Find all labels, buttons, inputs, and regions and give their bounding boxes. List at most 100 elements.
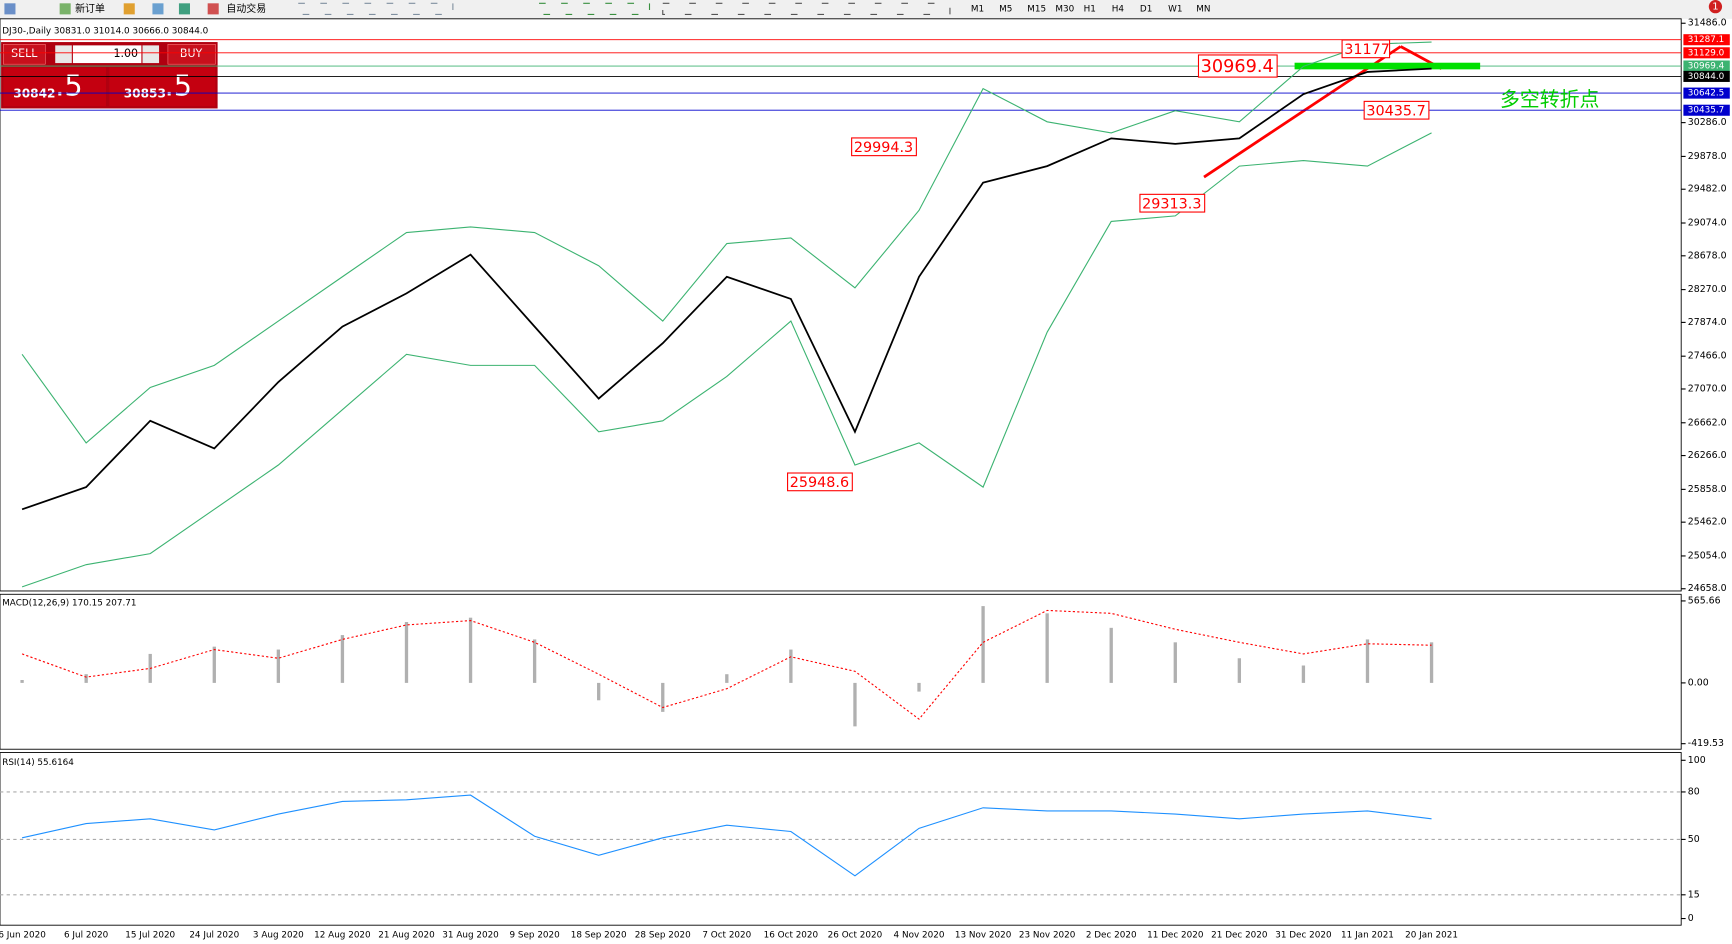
- y-tick-label: 27874.0: [1688, 317, 1727, 328]
- histogram-bar: [661, 682, 665, 712]
- histogram-bar: [853, 682, 857, 727]
- x-tick-label: 21 Dec 2020: [1211, 931, 1268, 941]
- histogram-bar: [1237, 658, 1242, 683]
- x-tick-label: 11 Jan 2021: [1341, 931, 1394, 941]
- price-annotation: 25948.6: [790, 475, 849, 491]
- bid-box[interactable]: [3, 67, 107, 107]
- y-tick-label: 29074.0: [1688, 218, 1727, 229]
- histogram-bar: [276, 649, 281, 683]
- y-tick-label: 30286.0: [1688, 117, 1727, 128]
- level-label: 31129.0: [1688, 48, 1725, 58]
- x-tick-label: 16 Oct 2020: [764, 931, 819, 941]
- y-tick-label: 25054.0: [1688, 550, 1727, 561]
- y-tick-label: 28678.0: [1688, 250, 1727, 261]
- y-tick-label: 29482.0: [1688, 184, 1727, 195]
- x-tick-label: 15 Jul 2020: [125, 931, 175, 941]
- y-tick-label: 26662.0: [1688, 417, 1727, 428]
- y-tick-label: 15: [1688, 889, 1700, 900]
- histogram-bar: [20, 679, 24, 683]
- y-tick-label: 565.66: [1688, 595, 1721, 606]
- histogram-bar: [1429, 642, 1434, 683]
- icon[interactable]: [207, 3, 219, 15]
- volume-up[interactable]: [142, 45, 160, 64]
- ask-box[interactable]: [109, 67, 216, 107]
- timeframe-button[interactable]: MN: [1196, 4, 1210, 14]
- histogram-bar: [532, 639, 537, 683]
- icon-group[interactable]: [662, 2, 951, 15]
- timeframe-button[interactable]: D1: [1140, 4, 1152, 14]
- timeframe-button[interactable]: H1: [1084, 4, 1096, 14]
- x-tick-label: 28 Sep 2020: [635, 931, 691, 941]
- buy-button[interactable]: [167, 43, 216, 65]
- price-annotation-box: [1197, 54, 1278, 78]
- icon[interactable]: [152, 3, 164, 15]
- level-label: 30642.5: [1688, 89, 1724, 99]
- signal-line: [21, 609, 1432, 720]
- indicator-line: [21, 41, 1432, 444]
- histogram-bar: [212, 646, 216, 683]
- timeframe-button[interactable]: H4: [1112, 4, 1125, 14]
- level-tag: [1683, 104, 1730, 116]
- price-annotation: 30435.7: [1366, 103, 1425, 119]
- x-tick-label: 13 Nov 2020: [955, 931, 1012, 941]
- y-tick-label: 28270.0: [1688, 284, 1727, 295]
- price-annotation-box: [1363, 100, 1430, 120]
- x-tick-label: 18 Sep 2020: [571, 931, 627, 941]
- level-label: 30969.4: [1688, 62, 1725, 72]
- icon-group[interactable]: [538, 2, 651, 15]
- timeframe-button[interactable]: M30: [1055, 4, 1074, 14]
- price-annotation: 29994.3: [854, 140, 913, 156]
- panel-title: DJ30-,Daily 30831.0 31014.0 30666.0 3084…: [2, 26, 208, 36]
- y-tick-label: 31486.0: [1688, 18, 1727, 29]
- x-tick-label: 2 Dec 2020: [1086, 931, 1137, 941]
- x-tick-label: 12 Aug 2020: [314, 931, 371, 941]
- histogram-bar: [981, 606, 985, 683]
- histogram-bar: [1301, 665, 1306, 683]
- ask-main: 30853: [124, 87, 166, 101]
- x-tick-label: 4 Nov 2020: [894, 931, 945, 941]
- y-tick-label: -419.53: [1688, 738, 1724, 749]
- histogram-bar: [340, 635, 345, 683]
- toolbar-item[interactable]: 新订单: [75, 2, 105, 15]
- icon[interactable]: [178, 3, 190, 15]
- level-tag: [1683, 47, 1730, 59]
- volume-down[interactable]: [55, 45, 72, 64]
- y-tick-label: 0: [1688, 913, 1694, 924]
- timeframe-button[interactable]: M15: [1027, 4, 1046, 14]
- y-tick-label: 24658.0: [1688, 583, 1727, 594]
- timeframe-button[interactable]: M1: [971, 4, 984, 14]
- buy-label: BUY: [180, 47, 203, 60]
- icon[interactable]: [59, 3, 71, 15]
- level-label: 30435.7: [1688, 106, 1724, 116]
- price-annotation: 30969.4: [1201, 57, 1274, 77]
- notification-badge[interactable]: [1708, 0, 1723, 14]
- timeframe-button[interactable]: M5: [999, 4, 1012, 14]
- timeframe-button[interactable]: W1: [1168, 4, 1182, 14]
- volume: 1.00: [113, 47, 138, 60]
- icon-group[interactable]: [297, 2, 454, 15]
- volume-input[interactable]: [72, 45, 142, 64]
- icon[interactable]: [123, 3, 135, 15]
- price-annotation-box: [1139, 193, 1206, 213]
- histogram-bar: [597, 682, 601, 701]
- toolbar: [0, 0, 1732, 19]
- y-tick-label: 80: [1688, 786, 1700, 797]
- annotation-text: 多空转折点: [1500, 88, 1599, 111]
- y-tick-label: 26266.0: [1688, 450, 1727, 461]
- x-tick-label: 26 Oct 2020: [828, 931, 883, 941]
- histogram-bar: [1173, 642, 1177, 683]
- level-tag: [1683, 87, 1730, 99]
- histogram-bar: [789, 649, 793, 683]
- toolbar-item[interactable]: 自动交易: [226, 2, 266, 15]
- sell-label: SELL: [11, 47, 38, 60]
- x-tick-label: 6 Jun 2020: [0, 931, 46, 941]
- y-tick-label: 25462.0: [1688, 517, 1727, 528]
- icon[interactable]: [4, 3, 16, 15]
- x-tick-label: 6 Jul 2020: [64, 931, 109, 941]
- x-tick-label: 31 Aug 2020: [442, 931, 499, 941]
- sell-button[interactable]: [3, 43, 46, 65]
- support-band: [1294, 62, 1481, 70]
- trade-panel: SELL 1.00 BUY 30842 .5 30853 .5: [1, 42, 218, 109]
- panel-title: RSI(14) 55.6164: [2, 758, 74, 768]
